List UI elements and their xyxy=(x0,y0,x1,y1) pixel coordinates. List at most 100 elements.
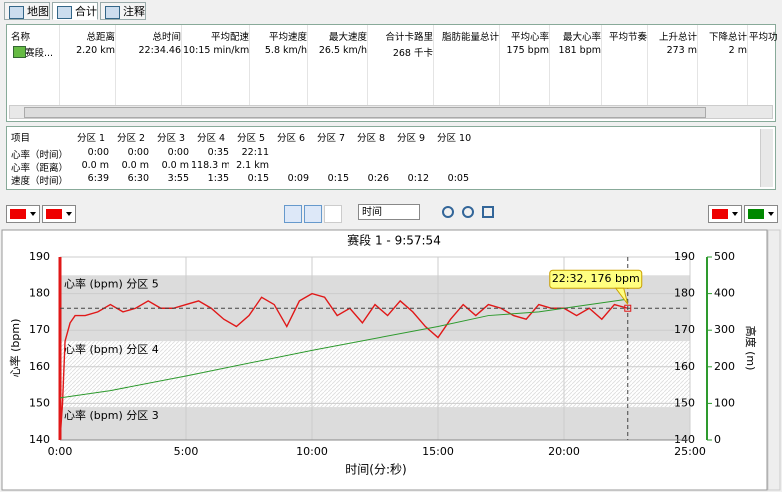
table-cell: 平均心率 xyxy=(510,32,549,43)
table-cell: 分区 7 xyxy=(317,133,346,144)
y2-tick-label: 200 xyxy=(714,360,735,373)
table-cell: 6:30 xyxy=(127,173,149,184)
y-tick-label: 140 xyxy=(29,433,50,446)
tab[interactable]: 注释 xyxy=(100,2,146,20)
table-cell: 5.8 km/h xyxy=(264,45,307,56)
v-scrollbar[interactable] xyxy=(767,229,781,491)
tooltip-pointer xyxy=(614,287,629,305)
table-cell: 平均节奏 xyxy=(608,32,647,43)
tooltip xyxy=(549,269,643,289)
column-line xyxy=(499,25,500,105)
table-cell: 总时间 xyxy=(152,32,181,43)
x-tick-label: 20:00 xyxy=(548,445,580,458)
table-cell: 0:00 xyxy=(167,147,189,158)
zone-table: 项目 心率（时间） 心率（距离） 速度（时间） 分区 1 0:00 0.0 m 6:39 分区 … xyxy=(6,126,776,190)
table-cell: 下降总计 xyxy=(708,32,747,43)
table-cell: 2.1 km xyxy=(236,160,269,171)
view-button[interactable] xyxy=(324,205,342,223)
table-cell: 3:55 xyxy=(167,173,189,184)
table-cell: 2 m xyxy=(728,45,747,56)
table-cell: 22:34.46 xyxy=(138,45,182,56)
table-cell: 181 bpm xyxy=(558,45,601,56)
column-line xyxy=(601,25,602,105)
table-cell: 2.20 km xyxy=(76,45,115,56)
table-cell: 22:11 xyxy=(241,147,269,158)
table-cell: 分区 10 xyxy=(437,133,471,144)
tab[interactable]: 合计 xyxy=(52,2,98,20)
table-cell: 平均速度 xyxy=(268,32,307,43)
table-cell: 名称 xyxy=(11,32,31,43)
table-cell: 268 千卡 xyxy=(392,48,433,59)
table-cell: 6:39 xyxy=(87,173,109,184)
x-axis-select[interactable]: 时间 xyxy=(358,204,420,220)
table-cell: 118.3 m xyxy=(191,160,229,171)
y2-tick-label: 400 xyxy=(714,287,735,300)
color-picker[interactable] xyxy=(6,205,40,223)
table-cell: 心率（距离） xyxy=(11,163,69,174)
table-cell: 最大心率 xyxy=(562,32,601,43)
table-cell: 273 m xyxy=(666,45,697,56)
table-cell: 平均功 xyxy=(749,32,778,43)
x-tick-label: 5:00 xyxy=(174,445,199,458)
series-line xyxy=(59,292,628,441)
zone-label: 心率 (bpm) 分区 5 xyxy=(64,276,159,290)
view-button[interactable] xyxy=(284,205,302,223)
table-cell: 分区 4 xyxy=(197,133,226,144)
tab-label: 地图 xyxy=(27,5,49,18)
y-tick-label: 190 xyxy=(674,250,695,263)
x-tick-label: 25:00 xyxy=(674,445,706,458)
tab[interactable]: 地图 xyxy=(4,2,50,20)
select-value: 时间 xyxy=(362,207,382,218)
table-cell: 0.0 m xyxy=(81,160,109,171)
table-cell: 合计卡路里 xyxy=(385,32,433,43)
hr-zone xyxy=(60,407,690,440)
x-tick-label: 0:00 xyxy=(48,445,73,458)
table-cell: 赛段... xyxy=(25,48,54,59)
table-cell: 上升总计 xyxy=(658,32,697,43)
column-line xyxy=(181,25,182,105)
table-cell: 脂肪能量总计 xyxy=(441,32,499,43)
table-cell: 分区 5 xyxy=(237,133,266,144)
table-cell: 速度（时间） xyxy=(11,176,69,187)
zoom-in[interactable] xyxy=(442,206,454,218)
table-cell: 心率（时间） xyxy=(11,150,69,161)
table-cell: 0:35 xyxy=(207,147,229,158)
color-picker[interactable] xyxy=(744,205,778,223)
table-cell: 最大速度 xyxy=(328,32,367,43)
y-tick-label: 150 xyxy=(29,396,50,409)
tab-label: 注释 xyxy=(123,5,145,18)
x-tick-label: 15:00 xyxy=(422,445,454,458)
scroll-thumb[interactable] xyxy=(24,107,706,118)
table-cell: 0.0 m xyxy=(161,160,189,171)
table-cell: 分区 3 xyxy=(157,133,186,144)
zone-label: 心率 (bpm) 分区 3 xyxy=(64,408,159,422)
series-line xyxy=(59,298,628,399)
table-cell: 分区 1 xyxy=(77,133,106,144)
table-cell: 0:26 xyxy=(367,173,389,184)
table-cell: 分区 9 xyxy=(397,133,426,144)
color-picker[interactable] xyxy=(708,205,742,223)
tab-label: 合计 xyxy=(75,5,97,18)
y2-tick-label: 0 xyxy=(714,433,721,446)
zoom-out[interactable] xyxy=(462,206,474,218)
x-axis-label: 时间(分:秒) xyxy=(345,463,406,477)
table-cell: 分区 8 xyxy=(357,133,386,144)
column-line xyxy=(549,25,550,105)
y-tick-label: 150 xyxy=(674,396,695,409)
v-scrollbar[interactable] xyxy=(760,129,773,187)
column-line xyxy=(115,25,116,105)
tooltip-text: 22:32, 176 bpm xyxy=(552,272,640,285)
color-picker[interactable] xyxy=(42,205,76,223)
y-axis-label: 心率 (bpm) xyxy=(8,319,22,378)
hr-zone xyxy=(60,341,690,408)
h-scrollbar[interactable] xyxy=(9,105,773,119)
table-cell: 0:15 xyxy=(327,173,349,184)
column-line xyxy=(59,25,60,105)
y2-tick-label: 300 xyxy=(714,323,735,336)
zoom-fit[interactable] xyxy=(482,206,494,218)
table-cell: 175 bpm xyxy=(506,45,549,56)
column-line xyxy=(647,25,648,105)
view-button[interactable] xyxy=(304,205,322,223)
y-tick-label: 160 xyxy=(674,360,695,373)
